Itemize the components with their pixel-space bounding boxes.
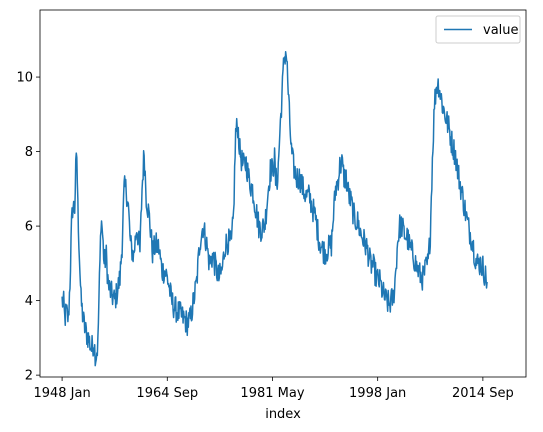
x-tick-label: 1981 May [240,386,304,401]
y-tick-label: 6 [25,220,33,235]
plot-area [61,50,488,367]
y-tick-label: 8 [25,145,33,160]
y-tick-label: 4 [25,294,33,309]
axes-frame [39,9,527,378]
series-line-value [61,50,488,367]
legend-label-value: value [483,23,519,38]
x-tick-label: 1948 Jan [33,386,90,401]
y-tick-label: 10 [16,71,33,86]
x-tick-label: 1964 Sep [136,386,198,401]
x-axis: 1948 Jan 1964 Sep 1981 May 1998 Jan 2014 Sep [33,377,514,401]
legend-frame [435,15,521,44]
y-tick-label: 2 [25,369,33,384]
y-axis: 2 4 6 8 10 [16,71,40,384]
x-tick-label: 2014 Sep [452,386,514,401]
legend: value [435,15,521,44]
x-tick-label: 1998 Jan [349,386,406,401]
x-axis-label: index [265,407,301,422]
